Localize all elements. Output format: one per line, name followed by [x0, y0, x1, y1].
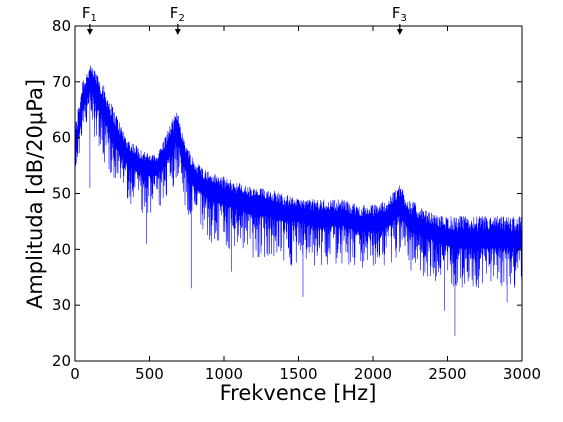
- y-tick-label: 40: [52, 240, 71, 258]
- y-tick-label: 60: [52, 129, 71, 147]
- marker-f3: F3: [392, 4, 407, 35]
- y-tick-label: 50: [52, 185, 71, 203]
- x-tick-label: 2500: [428, 365, 466, 383]
- marker-arrow-head: [396, 29, 403, 35]
- marker-arrow-head: [86, 29, 93, 35]
- frequency-markers: F1 F2 F3: [82, 4, 407, 35]
- marker-f1: F1: [82, 4, 97, 35]
- x-tick-label: 1000: [205, 365, 243, 383]
- axes: 0 500 1000 1500 2000 2500 3000 20 30 40 50 60 70 80: [52, 17, 541, 383]
- y-tick-label: 70: [52, 73, 71, 91]
- x-tick-label: 2000: [354, 365, 392, 383]
- plot-area: [75, 65, 522, 336]
- x-tick-label: 0: [70, 365, 80, 383]
- marker-label: F3: [392, 4, 407, 24]
- x-tick-label: 1500: [279, 365, 317, 383]
- marker-label: F1: [82, 4, 97, 24]
- y-tick-label: 20: [52, 352, 71, 370]
- y-axis-label: Amplituda [dB/20μPa]: [23, 79, 47, 309]
- marker-label: F2: [170, 4, 185, 24]
- x-axis-label: Frekvence [Hz]: [220, 381, 377, 405]
- x-tick-label: 500: [135, 365, 164, 383]
- marker-arrow-head: [174, 29, 181, 35]
- y-tick-label: 30: [52, 296, 71, 314]
- spectrum-series-line: [75, 65, 522, 336]
- marker-f2: F2: [170, 4, 185, 35]
- y-tick-label: 80: [52, 17, 71, 35]
- x-tick-label: 3000: [503, 365, 541, 383]
